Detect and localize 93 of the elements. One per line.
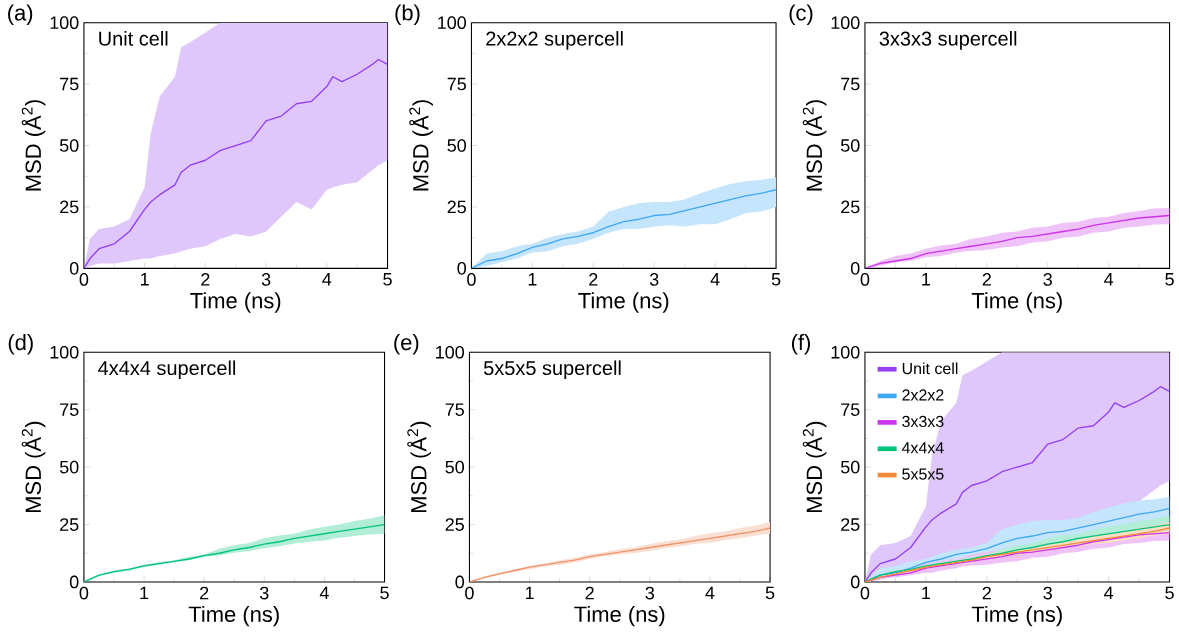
y-tick-label: 0 xyxy=(455,575,465,589)
annotation: 4x4x4 supercell xyxy=(98,360,236,380)
y-tick-label: 100 xyxy=(50,16,79,30)
y-tick-label: 25 xyxy=(841,518,860,531)
y-tick-label: 0 xyxy=(69,262,79,275)
x-tick-label: 0 xyxy=(860,586,870,600)
chart-title: (e) xyxy=(394,334,419,355)
y-axis-title: MSD (Å$^{2}$) xyxy=(802,421,827,513)
y-tick-label: 0 xyxy=(850,262,860,275)
chart-title: (b) xyxy=(395,4,420,25)
y-tick-label: 75 xyxy=(60,403,79,416)
y-tick-label: 25 xyxy=(445,518,464,531)
y-tick-label: 100 xyxy=(50,345,79,359)
x-tick-label: 3 xyxy=(645,586,655,600)
y-tick-label: 50 xyxy=(445,460,465,474)
x-tick-label: 0 xyxy=(860,273,870,286)
y-tick-label: 100 xyxy=(436,345,465,359)
x-tick-label: 4 xyxy=(319,586,329,600)
y-tick-label: 75 xyxy=(60,77,79,91)
chart-title: (d) xyxy=(8,334,33,355)
x-tick-label: 2 xyxy=(589,273,598,286)
x-tick-label: 3 xyxy=(1043,273,1052,286)
x-tick-label: 1 xyxy=(140,586,149,600)
x-tick-label: 3 xyxy=(649,273,659,286)
y-tick-label: 75 xyxy=(447,77,466,91)
y-axis-title: MSD (Å$^{2}$) xyxy=(409,100,433,191)
legend-label: 3x3x3 xyxy=(902,415,944,428)
x-tick-label: 5 xyxy=(771,273,781,286)
x-tick-label: 2 xyxy=(201,273,210,286)
x-tick-label: 5 xyxy=(1165,586,1174,600)
x-tick-label: 4 xyxy=(1104,273,1114,286)
x-tick-label: 5 xyxy=(383,273,392,286)
annotation: 5x5x5 supercell xyxy=(483,360,621,380)
y-axis-title: MSD (Å$^{2}$) xyxy=(21,100,46,191)
y-tick-label: 50 xyxy=(840,460,860,474)
x-tick-label: 2 xyxy=(585,586,594,600)
y-tick-label: 50 xyxy=(59,460,79,474)
annotation: Unit cell xyxy=(99,31,168,46)
x-tick-label: 3 xyxy=(259,586,269,600)
y-tick-label: 50 xyxy=(59,139,79,152)
y-tick-label: 100 xyxy=(831,345,860,359)
y-tick-label: 25 xyxy=(60,518,79,531)
legend-label: 4x4x4 xyxy=(901,442,944,454)
x-tick-label: 5 xyxy=(1165,273,1174,286)
x-tick-label: 4 xyxy=(710,273,720,286)
y-tick-label: 0 xyxy=(69,575,79,589)
x-tick-label: 1 xyxy=(141,273,149,286)
y-tick-label: 75 xyxy=(445,403,464,416)
y-axis-title: MSD (Å$^{2}$) xyxy=(407,421,431,513)
x-tick-label: 2 xyxy=(982,273,991,286)
x-axis-title: Time (ns) xyxy=(971,605,1062,627)
legend-label: 5x5x5 xyxy=(902,468,944,480)
y-tick-label: 50 xyxy=(840,139,860,152)
x-tick-label: 3 xyxy=(261,273,271,286)
chart-title: (f) xyxy=(791,334,810,355)
x-tick-label: 2 xyxy=(200,586,209,600)
x-tick-label: 4 xyxy=(1104,586,1114,600)
x-tick-label: 0 xyxy=(79,273,89,286)
x-tick-label: 1 xyxy=(525,586,534,600)
x-tick-label: 1 xyxy=(922,586,930,600)
x-axis-title: Time (ns) xyxy=(190,292,281,313)
x-tick-label: 3 xyxy=(1043,586,1052,600)
y-axis-title: MSD (Å$^{2}$) xyxy=(802,100,827,191)
x-tick-label: 5 xyxy=(380,586,389,600)
y-tick-label: 75 xyxy=(841,403,860,416)
y-tick-label: 100 xyxy=(831,16,860,30)
x-tick-label: 0 xyxy=(79,586,89,600)
y-tick-label: 0 xyxy=(850,575,860,589)
annotation: 3x3x3 supercell xyxy=(879,31,1017,50)
y-tick-label: 50 xyxy=(447,139,467,152)
y-tick-label: 25 xyxy=(60,200,79,214)
legend-label: Unit cell xyxy=(902,362,958,375)
x-axis-title: Time (ns) xyxy=(574,605,665,627)
x-axis-title: Time (ns) xyxy=(188,605,279,627)
x-tick-label: 4 xyxy=(322,273,332,286)
annotation: 2x2x2 supercell xyxy=(486,31,623,50)
y-tick-label: 0 xyxy=(457,262,467,275)
y-tick-label: 25 xyxy=(447,200,466,214)
x-tick-label: 0 xyxy=(467,273,476,286)
x-axis-title: Time (ns) xyxy=(971,292,1062,313)
x-tick-label: 4 xyxy=(705,586,715,600)
x-tick-label: 1 xyxy=(922,273,930,286)
x-tick-label: 2 xyxy=(982,586,991,600)
x-tick-label: 1 xyxy=(528,273,537,286)
y-tick-label: 100 xyxy=(438,16,467,30)
y-tick-label: 25 xyxy=(841,200,860,214)
y-tick-label: 75 xyxy=(841,77,860,91)
x-tick-label: 5 xyxy=(765,586,775,600)
x-axis-title: Time (ns) xyxy=(578,292,669,313)
y-axis-title: MSD (Å$^{2}$) xyxy=(21,421,46,513)
chart-title: (c) xyxy=(789,4,813,25)
chart-title: (a) xyxy=(8,4,33,25)
legend-label: 2x2x2 xyxy=(902,389,944,401)
